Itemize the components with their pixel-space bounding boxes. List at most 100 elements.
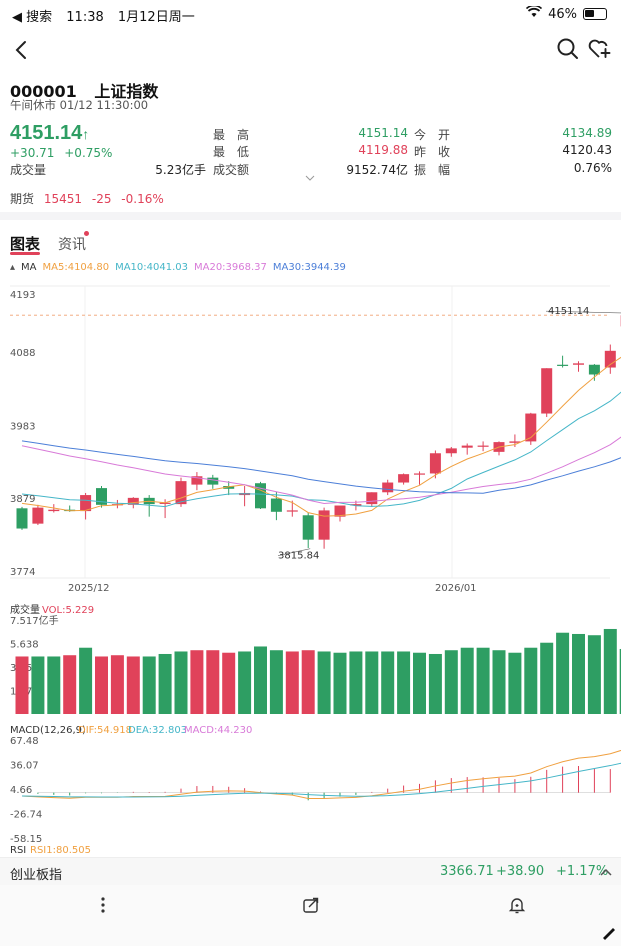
volume-bar — [444, 650, 458, 714]
macd-dea-value: DEA:32.803 — [128, 725, 187, 736]
chevron-up-icon[interactable] — [600, 868, 612, 876]
legend-toggle-icon[interactable]: ▴ — [10, 262, 16, 273]
volume-bar — [540, 642, 554, 714]
candle-body — [398, 474, 410, 483]
ma-legend[interactable]: ▴ MA MA5:4104.80 MA10:4041.03 MA20:3968.… — [10, 262, 346, 273]
share-icon[interactable] — [302, 896, 320, 914]
candle-body — [318, 510, 330, 540]
volume-bar — [508, 652, 522, 714]
turnover-value: 9152.74亿 — [346, 163, 408, 177]
expand-chevron-icon[interactable] — [305, 175, 315, 181]
candle-body — [159, 502, 171, 504]
back-to-search-link[interactable]: ◀ 搜索 — [12, 10, 53, 25]
notification-dot — [84, 231, 89, 236]
more-icon[interactable] — [96, 896, 110, 914]
volume-bar — [95, 656, 108, 714]
wifi-icon — [526, 4, 543, 22]
volume-bar — [63, 655, 77, 714]
last-price-label: 4151.14 — [548, 306, 589, 317]
candle-body — [191, 476, 203, 485]
candle-body — [334, 505, 346, 517]
x-tick-label: 2026/01 — [435, 583, 477, 594]
ma5-line — [21, 356, 621, 517]
prev-close-label: 昨 收 — [414, 145, 451, 159]
candle-body — [366, 492, 378, 505]
macd-y-tick: 67.48 — [10, 736, 39, 747]
candle-body — [414, 473, 425, 475]
volume-bar — [572, 633, 585, 714]
stock-title: 000001 上证指数 — [10, 78, 158, 102]
tab-active-indicator — [10, 252, 40, 255]
volume-bar — [158, 653, 172, 714]
candle-body — [557, 364, 569, 366]
prev-close-value: 4120.43 — [562, 143, 612, 157]
volume-bar — [142, 656, 156, 714]
open-label: 今 开 — [414, 128, 451, 142]
ma20-value: MA20:3968.37 — [193, 262, 267, 273]
volume-bar — [524, 647, 538, 714]
status-date: 1月12日周一 — [117, 10, 195, 25]
alert-bell-icon[interactable] — [508, 895, 526, 915]
y-tick-label: 4088 — [10, 348, 35, 359]
ma-title: MA — [21, 262, 37, 273]
volume-value: 5.23亿手 — [155, 163, 206, 177]
candle-body — [286, 510, 298, 512]
tab-info[interactable]: 资讯 — [58, 237, 86, 253]
ma5-value: MA5:4104.80 — [42, 262, 110, 273]
search-icon[interactable] — [555, 36, 581, 62]
volume-bar — [174, 651, 188, 714]
bottom-toolbar — [0, 885, 621, 946]
back-icon[interactable] — [8, 36, 36, 64]
status-bar: ◀ 搜索 11:38 1月12日周一 46% — [0, 0, 621, 28]
amplitude-value: 0.76% — [573, 161, 612, 175]
add-favorite-icon[interactable] — [586, 36, 612, 62]
high-label: 最 高 — [213, 128, 250, 142]
futures-row[interactable]: 期货 15451 -25 -0.16% — [10, 190, 170, 207]
candle-body — [32, 507, 44, 524]
macd-y-tick: 4.66 — [10, 785, 32, 796]
volume-bar — [317, 651, 331, 714]
volume-bar — [476, 647, 490, 714]
volume-bar — [333, 652, 347, 714]
candle-body — [445, 448, 457, 454]
status-time: 11:38 — [66, 10, 104, 25]
ma10-line — [21, 391, 621, 508]
bottom-ticker[interactable]: 创业板指 3366.71 +38.90 +1.17% — [0, 857, 621, 885]
candle-body — [127, 497, 139, 505]
volume-legend: VOL:5.229 — [42, 605, 94, 616]
macd-title: MACD(12,26,9) — [10, 725, 86, 736]
high-value: 4151.14 — [358, 126, 408, 140]
candle-body — [382, 482, 394, 493]
ticker-change: +38.90 — [496, 864, 545, 879]
candle-body — [96, 488, 107, 505]
ticker-change-pct: +1.17% — [556, 864, 609, 879]
volume-bar — [47, 656, 61, 714]
rsi-title: RSI — [10, 845, 26, 856]
futures-change: -25 — [91, 192, 112, 206]
candle-body — [16, 508, 28, 529]
candle-body — [270, 498, 282, 512]
volume-bar — [428, 653, 442, 714]
volume-bar — [110, 655, 124, 714]
ma30-line — [21, 440, 621, 494]
stock-name: 上证指数 — [94, 82, 159, 101]
macd-dif-value: DIF:54.918 — [78, 725, 132, 736]
volume-bar — [206, 650, 220, 714]
candle-body — [541, 368, 553, 414]
change-value: +30.71 — [10, 146, 55, 160]
ticker-price: 3366.71 — [440, 864, 494, 879]
turnover-label: 成交额 — [213, 163, 250, 177]
ma30-value: MA30:3944.39 — [272, 262, 346, 273]
pencil-icon[interactable] — [600, 923, 618, 941]
volume-bar — [190, 650, 204, 714]
y-tick-label: 3774 — [10, 567, 35, 578]
futures-change-pct: -0.16% — [121, 192, 164, 206]
y-tick-label: 3879 — [10, 494, 35, 505]
tab-chart[interactable]: 图表 — [10, 235, 41, 253]
low-value: 4119.88 — [358, 143, 408, 157]
volume-bar — [556, 632, 570, 714]
low-price-label: 3815.84 — [278, 551, 319, 562]
volume-bar — [222, 652, 236, 714]
volume-bar — [126, 656, 140, 714]
